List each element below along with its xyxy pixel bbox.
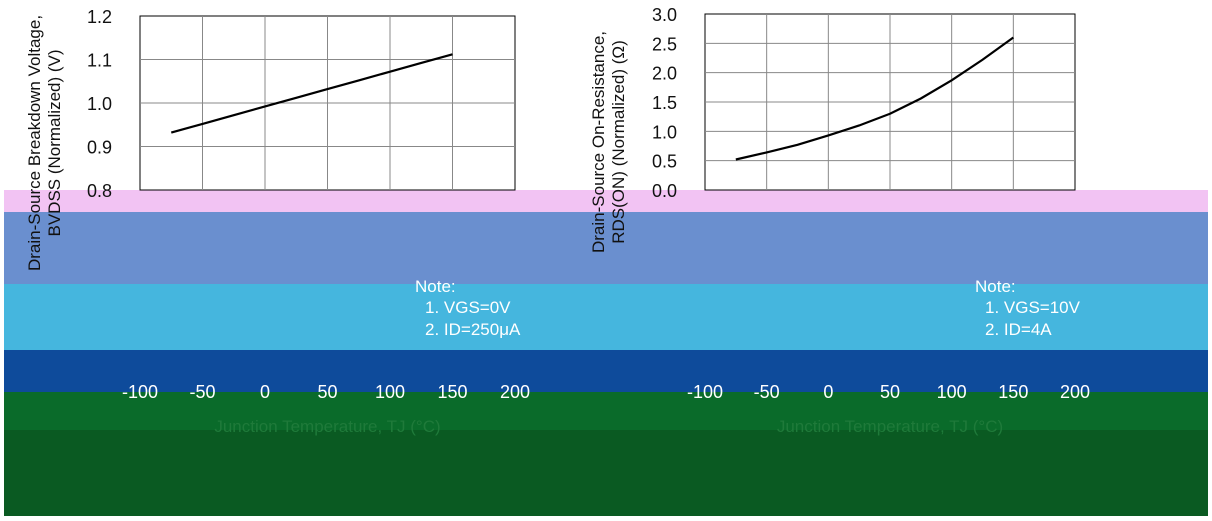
x-tick-label: 0: [823, 382, 833, 402]
x-tick-label: -50: [189, 382, 215, 402]
x-tick-label: 150: [437, 382, 467, 402]
y-axis-title: Drain-Source Breakdown Voltage,BVDSS (No…: [25, 15, 64, 271]
x-tick-label: -100: [687, 382, 723, 402]
y-tick-label: 0.8: [87, 181, 112, 201]
note-line: 1. VGS=10V: [985, 298, 1081, 317]
background-band-3: [4, 284, 1208, 350]
note-title: Note:: [415, 277, 456, 296]
x-tick-label: 200: [500, 382, 530, 402]
y-axis-title-line: RDS(ON) (Normalized) (Ω): [609, 40, 628, 244]
x-axis-title: Junction Temperature, TJ (°C): [214, 417, 440, 436]
x-tick-label: 100: [937, 382, 967, 402]
y-tick-label: 2.5: [652, 34, 677, 54]
x-tick-label: 0: [260, 382, 270, 402]
y-tick-label: 1.1: [87, 51, 112, 71]
y-tick-label: 1.2: [87, 7, 112, 27]
y-tick-label: 2.0: [652, 64, 677, 84]
x-tick-label: 50: [880, 382, 900, 402]
note-line: 1. VGS=0V: [425, 298, 511, 317]
y-tick-label: 0.5: [652, 152, 677, 172]
background-band-6: [4, 430, 1208, 516]
y-tick-label: 3.0: [652, 5, 677, 25]
x-tick-label: -100: [122, 382, 158, 402]
y-tick-label: 0.9: [87, 138, 112, 158]
y-axis-title-line: Drain-Source On-Resistance,: [589, 31, 608, 253]
y-tick-label: 1.0: [87, 94, 112, 114]
x-tick-label: -50: [754, 382, 780, 402]
y-tick-label: 1.5: [652, 93, 677, 113]
x-tick-label: 50: [317, 382, 337, 402]
y-axis-title-line: BVDSS (Normalized) (V): [45, 49, 64, 236]
x-tick-label: 150: [998, 382, 1028, 402]
note-title: Note:: [975, 277, 1016, 296]
y-tick-label: 1.0: [652, 122, 677, 142]
y-axis-title: Drain-Source On-Resistance,RDS(ON) (Norm…: [589, 31, 628, 253]
x-tick-label: 200: [1060, 382, 1090, 402]
note-line: 2. ID=4A: [985, 320, 1052, 339]
x-axis-title: Junction Temperature, TJ (°C): [777, 417, 1003, 436]
series-line: [736, 37, 1014, 159]
series-line: [171, 54, 452, 132]
x-tick-label: 100: [375, 382, 405, 402]
note-line: 2. ID=250μA: [425, 320, 521, 339]
y-axis-title-line: Drain-Source Breakdown Voltage,: [25, 15, 44, 271]
y-tick-label: 0.0: [652, 181, 677, 201]
